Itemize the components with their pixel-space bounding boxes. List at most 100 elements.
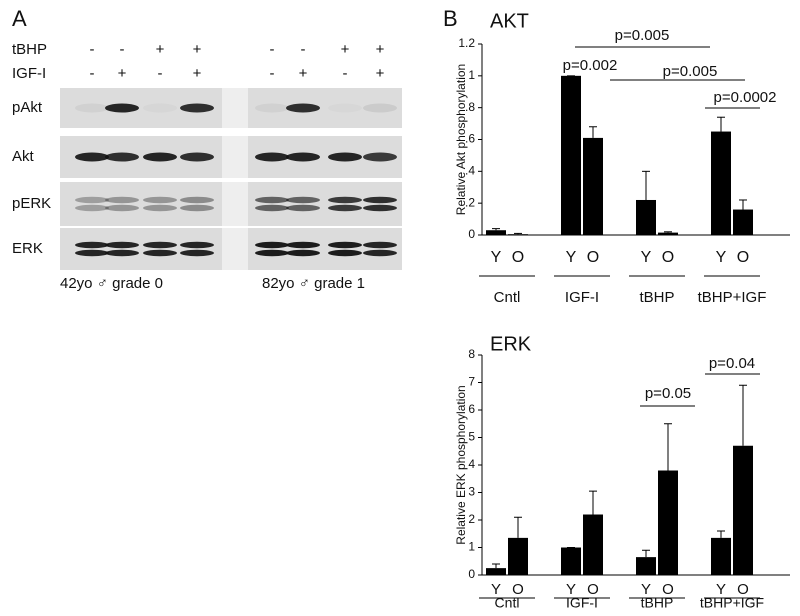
treatment-sign: - (270, 65, 275, 82)
blot-band (143, 204, 177, 212)
y-tick-label: 2 (468, 512, 475, 526)
treatment-sign: - (90, 65, 95, 82)
blot-band (328, 204, 362, 212)
blot-band (180, 152, 214, 162)
blot-band (75, 196, 109, 204)
group-label: IGF-I (566, 595, 598, 611)
blot-band (286, 249, 320, 257)
group-label: Cntl (494, 289, 521, 306)
x-tick-label: O (737, 249, 749, 266)
group-label: tBHP (639, 289, 674, 306)
blot-band (255, 249, 289, 257)
blot-gap (222, 182, 248, 226)
treatment-sign: - (120, 41, 125, 58)
blot-gap (222, 88, 248, 128)
blot-band (105, 241, 139, 249)
y-tick-label: 1 (468, 68, 475, 82)
y-tick-label: 8 (468, 347, 475, 361)
x-tick-label: Y (641, 581, 651, 598)
x-tick-label: Y (566, 249, 577, 266)
bar (583, 514, 603, 575)
blot-band (75, 103, 109, 113)
y-axis-label: Relative Akt phosphorylation (454, 64, 468, 215)
blot-band (363, 103, 397, 113)
blot-band (363, 152, 397, 162)
blot-band (180, 241, 214, 249)
y-tick-label: 0 (468, 567, 475, 581)
treatment-label: IGF-I (12, 65, 46, 82)
y-tick-label: 1 (468, 540, 475, 554)
blot-band (286, 241, 320, 249)
bar (658, 470, 678, 575)
blot-band (105, 196, 139, 204)
blot-band (286, 103, 320, 113)
bar (508, 537, 528, 575)
blot-band (143, 104, 177, 113)
y-tick-label: 3 (468, 485, 475, 499)
blot-band (255, 204, 289, 212)
group-label: tBHP+IGF (698, 289, 767, 306)
blot-band (75, 152, 109, 162)
bar (486, 230, 506, 235)
chart-title: ERK (490, 333, 532, 355)
treatment-sign: - (90, 41, 95, 58)
x-tick-label: Y (716, 581, 726, 598)
blot-gap (222, 136, 248, 178)
blot-caption: 42yo ♂ grade 0 (60, 275, 163, 292)
blot-band (180, 196, 214, 204)
y-tick-label: .6 (465, 132, 475, 146)
blot-band (286, 204, 320, 212)
treatment-sign: + (376, 41, 385, 58)
bar (508, 234, 528, 235)
blot-band (180, 249, 214, 257)
y-tick-label: .2 (465, 195, 475, 209)
bar (733, 209, 753, 235)
x-tick-label: O (662, 581, 674, 598)
significance-label: p=0.04 (709, 355, 755, 372)
blot-band (105, 204, 139, 212)
x-tick-label: O (587, 581, 599, 598)
treatment-sign: - (301, 41, 306, 58)
panel-label: B (443, 6, 458, 31)
group-label: tBHP+IGF (700, 595, 764, 611)
bar (733, 445, 753, 575)
blot-band (180, 103, 214, 113)
significance-label: p=0.005 (615, 27, 670, 44)
y-tick-label: 4 (468, 457, 475, 471)
x-tick-label: Y (566, 581, 576, 598)
blot-band (75, 204, 109, 212)
significance-label: p=0.0002 (714, 89, 777, 106)
blot-gap (222, 228, 248, 270)
blot-band (328, 152, 362, 162)
x-tick-label: Y (491, 249, 502, 266)
bar (583, 137, 603, 235)
group-label: IGF-I (565, 289, 599, 306)
blot-band (105, 249, 139, 257)
blot-label: pERK (12, 195, 51, 212)
x-tick-label: O (662, 249, 674, 266)
significance-label: p=0.002 (563, 57, 618, 74)
bar (636, 557, 656, 575)
y-tick-label: 5 (468, 430, 475, 444)
x-tick-label: Y (641, 249, 652, 266)
y-tick-label: .8 (465, 100, 475, 114)
blot-band (328, 249, 362, 257)
blot-band (286, 152, 320, 162)
treatment-sign: + (118, 65, 127, 82)
blot-band (363, 241, 397, 249)
blot-band (105, 103, 139, 113)
blot-band (143, 249, 177, 257)
blot-band (75, 249, 109, 257)
treatment-sign: + (193, 65, 202, 82)
significance-label: p=0.05 (645, 385, 691, 402)
treatment-sign: - (343, 65, 348, 82)
blot-label: Akt (12, 148, 35, 165)
blot-band (363, 196, 397, 204)
bar (711, 131, 731, 235)
group-label: tBHP (641, 595, 674, 611)
x-tick-label: O (737, 581, 749, 598)
blot-band (255, 152, 289, 162)
blot-band (255, 196, 289, 204)
group-label: Cntl (495, 595, 520, 611)
